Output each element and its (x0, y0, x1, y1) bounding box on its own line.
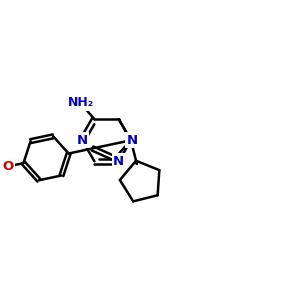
Text: NH₂: NH₂ (68, 96, 94, 109)
Text: N: N (77, 134, 88, 147)
Text: O: O (3, 160, 14, 173)
Text: N: N (113, 155, 124, 168)
Text: N: N (126, 134, 137, 147)
